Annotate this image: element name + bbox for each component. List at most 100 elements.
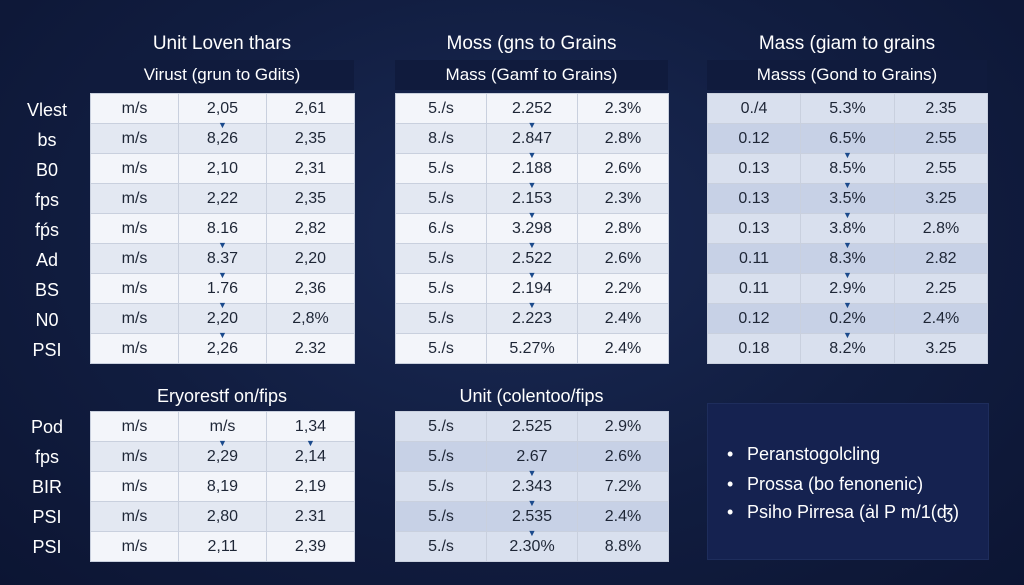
row-label: B0	[35, 160, 59, 180]
table-cell: m/s	[90, 441, 179, 472]
table-cell: 6.5%	[800, 123, 895, 154]
table-cell: 5.3%	[800, 93, 895, 124]
table-row: m/s 8,19 2,19	[90, 471, 355, 502]
list-item: • Prossa (bo fenonenic)	[727, 474, 923, 495]
row-label: PSI	[32, 340, 62, 360]
table-row: m/sm/s1,34	[90, 411, 355, 442]
list-item: • Peranstogolcling	[727, 444, 880, 465]
table-cell: 2.31	[266, 501, 355, 532]
table-cell: 2,10	[178, 153, 267, 184]
table-row: 0./4 5.3% 2.35	[707, 93, 988, 124]
table-cell: 8,19	[178, 471, 267, 502]
table-cell: 0./4	[707, 93, 801, 124]
table-row: m/s 8,26 2,35	[90, 123, 355, 154]
row-label: Vlest	[26, 100, 68, 120]
table-cell: 1.76	[178, 273, 267, 304]
table-cell: 2.4%	[894, 303, 988, 334]
table-cell: 3.25	[894, 333, 988, 364]
row-label: fps	[34, 190, 59, 210]
table-cell: m/s	[178, 411, 267, 442]
table-row: 5./s 2.30% 8.8%	[395, 531, 669, 562]
table-cell: 2,20	[266, 243, 355, 274]
table-cell: m/s	[90, 333, 179, 364]
table-cell: m/s	[90, 531, 179, 562]
table-cell: 0.18	[707, 333, 801, 364]
table-cell: 5./s	[395, 531, 487, 562]
table-cell: m/s	[90, 471, 179, 502]
table-cell: 2,82	[266, 213, 355, 244]
table-cell: 0.12	[707, 303, 801, 334]
table-cell: 2.8%	[577, 123, 669, 154]
note-text: Prossa (bo fenonenic)	[747, 474, 924, 494]
table-3: 0./45.3%2.35 0.126.5%2.55 0.138.5%2.55 0…	[707, 93, 988, 364]
table-cell: m/s	[90, 153, 179, 184]
row-label: BS	[34, 280, 59, 300]
bullet-icon: •	[727, 502, 734, 522]
table-cell: 2,29	[178, 441, 267, 472]
table-cell: 3.25	[894, 183, 988, 214]
table-cell: 7.2%	[577, 471, 669, 502]
row-label: PSI	[32, 537, 62, 557]
table-cell: 2.6%	[577, 243, 669, 274]
row-label: N0	[35, 310, 59, 330]
table-4-title: Eryorestf on/fips	[156, 386, 288, 406]
table-cell: 2,36	[266, 273, 355, 304]
table-cell: 2.4%	[577, 333, 669, 364]
table-row: 5./s2.3437.2%	[395, 471, 669, 502]
table-cell: 0.12	[707, 123, 801, 154]
table-cell: 8.8%	[577, 531, 669, 562]
table-cell: 5./s	[395, 411, 487, 442]
row-label: fps	[34, 447, 59, 467]
table-row: m/s 2,29 2,14	[90, 441, 355, 472]
table-cell: 2,31	[266, 153, 355, 184]
table-cell: 5.27%	[486, 333, 578, 364]
table-row: 5./s2.1942.2%	[395, 273, 669, 304]
table-1: m/s2,052,61 m/s8,262,35 m/s2,102,31 m/s2…	[90, 93, 355, 364]
table-row: m/s8.372,20	[90, 243, 355, 274]
table-cell: 5./s	[395, 273, 487, 304]
table-3-title: Mass (giam to grains	[758, 33, 936, 54]
table-cell: 5./s	[395, 333, 487, 364]
table-cell: 5./s	[395, 471, 487, 502]
table-row: m/s1.762,36	[90, 273, 355, 304]
table-cell: 2.4%	[577, 501, 669, 532]
table-cell: 2.6%	[577, 441, 669, 472]
table-cell: 2.25	[894, 273, 988, 304]
row-label: bs	[37, 130, 57, 150]
note-text: Peranstogolcling	[747, 444, 881, 464]
table-5-title: Unit (colentoo/fips	[459, 386, 604, 406]
table-cell: 2.525	[486, 411, 578, 442]
table-cell: m/s	[90, 501, 179, 532]
table-cell: 2.32	[266, 333, 355, 364]
table-cell: 2.8%	[577, 213, 669, 244]
table-row: m/s 2,10 2,31	[90, 153, 355, 184]
table-cell: 1,34	[266, 411, 355, 442]
table-cell: 2,22	[178, 183, 267, 214]
table-cell: 3.298	[486, 213, 578, 244]
table-2-subtitle: Mass (Gamf to Grains)	[395, 60, 668, 90]
table-cell: m/s	[90, 123, 179, 154]
table-cell: 2.55	[894, 123, 988, 154]
table-cell: 2.67	[486, 441, 578, 472]
table-cell: 2.82	[894, 243, 988, 274]
table-row: 5./s2.5352.4%	[395, 501, 669, 532]
table-row: 5./s 5.27% 2.4%	[395, 333, 669, 364]
table-cell: m/s	[90, 411, 179, 442]
table-1-title: Unit Loven thars	[152, 33, 292, 54]
table-cell: 5./s	[395, 501, 487, 532]
table-cell: 2.9%	[577, 411, 669, 442]
table-cell: 2,39	[266, 531, 355, 562]
table-cell: 5./s	[395, 303, 487, 334]
table-row: 0.18 8.2% 3.25	[707, 333, 988, 364]
table-row: 5./s2.1882.6%	[395, 153, 669, 184]
table-cell: 2,19	[266, 471, 355, 502]
table-row: m/s 2,80 2.31	[90, 501, 355, 532]
table-row: 5./s 2.525 2.9%	[395, 411, 669, 442]
table-cell: 2.35	[894, 93, 988, 124]
table-row: m/s8.162,82	[90, 213, 355, 244]
row-label: PSI	[32, 507, 62, 527]
table-cell: 2,11	[178, 531, 267, 562]
table-cell: 2.4%	[577, 303, 669, 334]
table-cell: 5./s	[395, 243, 487, 274]
